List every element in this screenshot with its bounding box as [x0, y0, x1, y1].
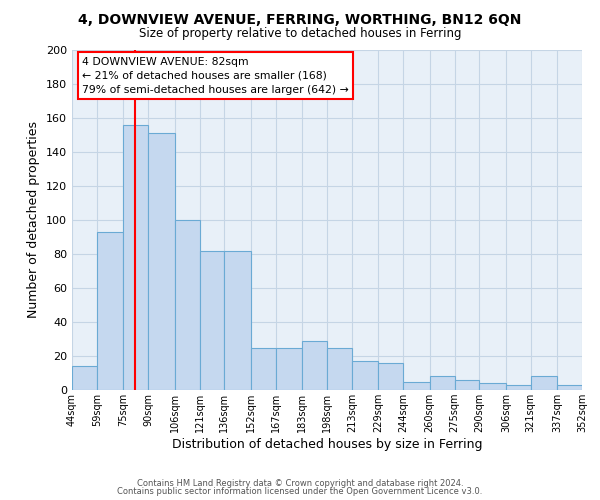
- Bar: [557, 385, 582, 390]
- Bar: [352, 361, 379, 390]
- Bar: [455, 380, 479, 390]
- Bar: [530, 376, 557, 390]
- Bar: [175, 220, 199, 390]
- Bar: [97, 232, 124, 390]
- Bar: [327, 348, 352, 390]
- Bar: [251, 348, 275, 390]
- Y-axis label: Number of detached properties: Number of detached properties: [28, 122, 40, 318]
- Bar: [403, 382, 430, 390]
- Bar: [148, 134, 175, 390]
- Bar: [124, 125, 148, 390]
- Bar: [479, 383, 506, 390]
- Bar: [199, 250, 224, 390]
- Bar: [430, 376, 455, 390]
- Text: Contains HM Land Registry data © Crown copyright and database right 2024.: Contains HM Land Registry data © Crown c…: [137, 478, 463, 488]
- Text: 4, DOWNVIEW AVENUE, FERRING, WORTHING, BN12 6QN: 4, DOWNVIEW AVENUE, FERRING, WORTHING, B…: [79, 12, 521, 26]
- Bar: [379, 363, 403, 390]
- Text: Contains public sector information licensed under the Open Government Licence v3: Contains public sector information licen…: [118, 487, 482, 496]
- Text: 4 DOWNVIEW AVENUE: 82sqm
← 21% of detached houses are smaller (168)
79% of semi-: 4 DOWNVIEW AVENUE: 82sqm ← 21% of detach…: [82, 57, 349, 95]
- Bar: [302, 340, 327, 390]
- Bar: [275, 348, 302, 390]
- Text: Size of property relative to detached houses in Ferring: Size of property relative to detached ho…: [139, 28, 461, 40]
- Bar: [224, 250, 251, 390]
- Bar: [506, 385, 530, 390]
- Bar: [72, 366, 97, 390]
- X-axis label: Distribution of detached houses by size in Ferring: Distribution of detached houses by size …: [172, 438, 482, 451]
